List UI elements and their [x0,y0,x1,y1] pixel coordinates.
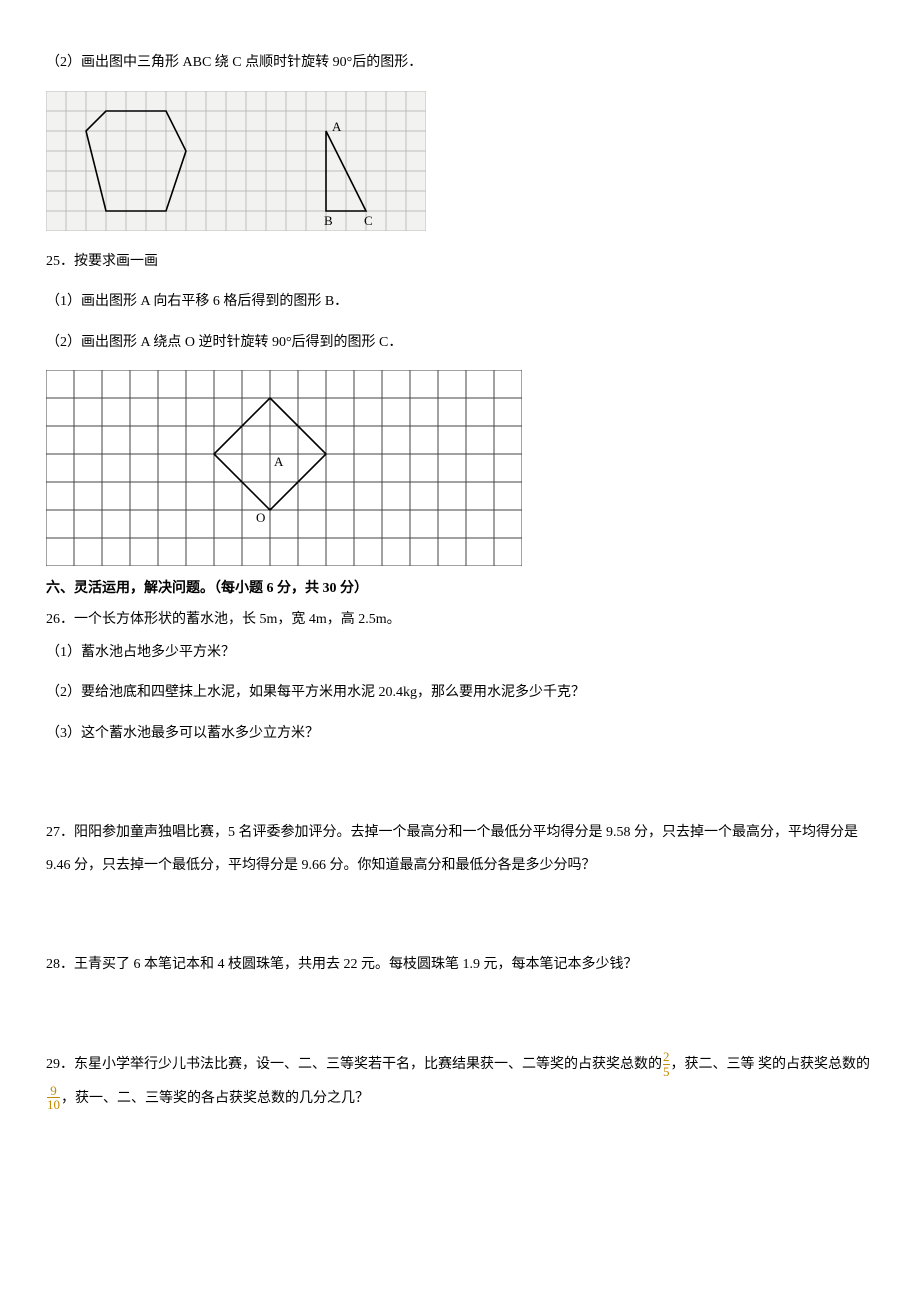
q29-text-b: ，获二、三等 [671,1057,755,1072]
q29-text-d: ，获一、二、三等奖的各占获奖总数的几分之几？ [61,1091,369,1106]
fraction-9-10: 910 [47,1084,60,1112]
q27: 27．阳阳参加童声独唱比赛，5 名评委参加评分。去掉一个最高分和一个最低分平均得… [46,817,874,881]
q26-sub2: （2）要给池底和四壁抹上水泥，如果每平方米用水泥 20.4kg，那么要用水泥多少… [46,680,874,707]
q29-text-a: 29．东星小学举行少儿书法比赛，设一、二、三等奖若干名，比赛结果获一、二等奖的占… [46,1057,662,1072]
q28: 28．王青买了 6 本笔记本和 4 枝圆珠笔，共用去 22 元。每枝圆珠笔 1.… [46,952,874,979]
grid-figure-1: A B C [46,91,874,231]
q26-title: 26．一个长方体形状的蓄水池，长 5m，宽 4m，高 2.5m。 [46,607,874,634]
svg-text:B: B [324,213,333,228]
svg-text:A: A [274,454,284,469]
svg-text:C: C [364,213,373,228]
grid-figure-2: AO [46,370,874,566]
q25-sub1: （1）画出图形 A 向右平移 6 格后得到的图形 B． [46,289,874,316]
q26-sub3: （3）这个蓄水池最多可以蓄水多少立方米？ [46,721,874,748]
fraction-2-5: 25 [663,1050,670,1078]
svg-text:A: A [332,119,342,134]
svg-text:O: O [256,510,265,525]
q25-title: 25．按要求画一画 [46,249,874,276]
q29-text-c: 奖的占获奖总数的 [758,1057,870,1072]
q29: 29．东星小学举行少儿书法比赛，设一、二、三等奖若干名，比赛结果获一、二等奖的占… [46,1048,874,1115]
q25-sub2: （2）画出图形 A 绕点 O 逆时针旋转 90°后得到的图形 C． [46,330,874,357]
q24-sub2: （2）画出图中三角形 ABC 绕 C 点顺时针旋转 90°后的图形． [46,50,874,77]
section6-title: 六、灵活运用，解决问题。（每小题 6 分，共 30 分） [46,576,874,603]
q26-sub1: （1）蓄水池占地多少平方米？ [46,640,874,667]
